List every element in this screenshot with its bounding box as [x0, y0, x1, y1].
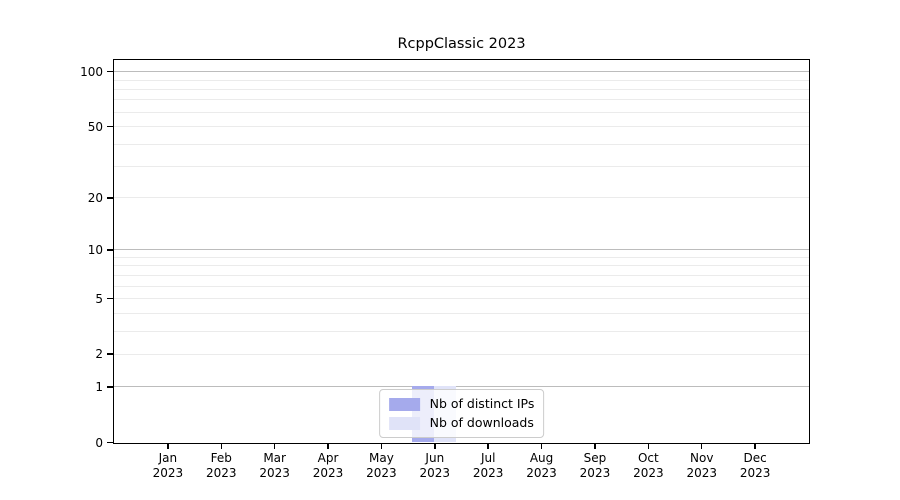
y-axis-tick [107, 125, 113, 128]
x-tick-label: Aug 2023 [526, 450, 557, 480]
gridline-minor [114, 79, 809, 81]
x-axis-tick [167, 444, 169, 449]
gridline-minor [114, 111, 809, 113]
y-axis-tick [107, 386, 113, 388]
x-axis-tick [594, 444, 596, 449]
legend-item: Nb of distinct IPs [388, 396, 535, 412]
gridline-minor [114, 265, 809, 267]
legend-item-label: Nb of distinct IPs [429, 396, 535, 411]
y-axis-tick [107, 197, 113, 199]
gridline-minor [114, 353, 809, 355]
x-axis-tick [754, 444, 756, 449]
gridline-minor [114, 197, 809, 199]
plot-area: Nb of distinct IPs Nb of downloads [113, 59, 810, 444]
y-axis-tick [107, 297, 113, 300]
gridline-minor [114, 274, 809, 276]
x-axis-tick [273, 444, 276, 449]
y-tick-label: 5 [95, 291, 103, 306]
y-tick-label: 0 [95, 435, 103, 450]
gridline-minor [114, 126, 809, 128]
x-tick-label: Feb 2023 [205, 450, 237, 480]
legend-swatch [388, 397, 420, 411]
x-tick-label: Mar 2023 [259, 450, 290, 480]
x-axis-tick [220, 444, 223, 449]
gridline-minor [114, 312, 809, 314]
y-axis-tick [107, 249, 113, 251]
gridline-minor [114, 166, 809, 168]
x-axis-tick [434, 444, 436, 449]
gridline-minor [114, 285, 809, 287]
legend: Nb of distinct IPs Nb of downloads [378, 389, 545, 438]
y-axis-tick [107, 353, 113, 355]
x-tick-label: Nov 2023 [686, 450, 717, 480]
x-axis-tick [327, 444, 329, 449]
x-axis-tick [380, 444, 383, 449]
gridline-major [114, 71, 809, 73]
legend-item: Nb of downloads [388, 415, 535, 431]
x-axis-tick [647, 444, 650, 449]
gridline-minor [114, 256, 809, 258]
x-axis-tick [487, 444, 489, 449]
y-tick-label: 20 [87, 190, 103, 205]
gridline-major [114, 386, 809, 388]
x-axis-tick [700, 444, 703, 449]
x-tick-label: Jan 2023 [152, 450, 184, 480]
y-tick-label: 100 [80, 64, 103, 79]
y-tick-label: 2 [95, 347, 103, 362]
x-tick-label: Jun 2023 [419, 450, 451, 480]
gridline-minor [114, 143, 809, 145]
x-tick-label: Sep 2023 [579, 450, 611, 480]
gridline-minor [114, 88, 809, 90]
chart-title: RcppClassic 2023 [397, 36, 526, 52]
x-tick-label: Jul 2023 [472, 450, 504, 480]
gridline-minor [114, 99, 809, 101]
y-tick-label: 50 [87, 119, 103, 134]
x-tick-label: Oct 2023 [633, 450, 664, 480]
y-tick-label: 10 [87, 242, 103, 257]
x-tick-label: Dec 2023 [739, 450, 771, 480]
x-axis-tick [540, 444, 543, 449]
x-tick-label: Apr 2023 [312, 450, 344, 480]
x-tick-label: May 2023 [366, 450, 397, 480]
gridline-major [114, 249, 809, 251]
gridline-minor [114, 298, 809, 299]
y-axis-tick [107, 70, 113, 73]
legend-item-label: Nb of downloads [429, 415, 534, 430]
gridline-minor [114, 330, 809, 332]
y-axis-tick [107, 441, 113, 444]
y-tick-label: 1 [95, 379, 103, 394]
legend-swatch [388, 416, 420, 430]
